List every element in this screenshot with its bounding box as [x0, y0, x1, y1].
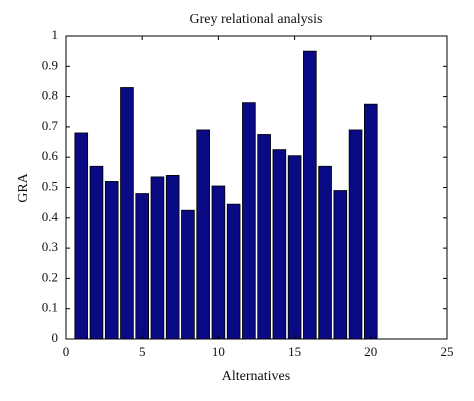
bar [135, 193, 150, 340]
plot-frame [65, 35, 448, 340]
bar [318, 165, 332, 340]
y-tick-label: 0.6 [42, 148, 59, 163]
chart-title: Grey relational analysis [190, 12, 323, 27]
bar [104, 181, 119, 340]
bar [257, 134, 271, 340]
bar [272, 149, 287, 340]
y-tick-label: 0.1 [42, 300, 58, 315]
y-tick-label: 0.8 [42, 88, 58, 103]
bar [363, 103, 378, 340]
x-tick-label: 15 [288, 344, 301, 359]
y-tick-label: 0.5 [42, 178, 58, 193]
bar [348, 129, 363, 340]
y-tick-label: 0.2 [42, 269, 58, 284]
x-tick-label: 5 [139, 344, 146, 359]
x-axis-label: Alternatives [222, 369, 290, 384]
y-tick-label: 0.4 [42, 209, 59, 224]
bar [211, 185, 226, 340]
bar [89, 165, 104, 340]
bar [333, 190, 348, 340]
bar [120, 87, 134, 340]
bar [242, 102, 256, 340]
x-tick-label: 0 [63, 344, 70, 359]
bar [226, 203, 241, 340]
bar [74, 132, 89, 340]
y-axis-label: GRA [16, 172, 31, 202]
y-tick-label: 1 [52, 27, 59, 42]
bar [150, 176, 165, 340]
bar [303, 50, 317, 340]
bar [181, 209, 195, 340]
y-tick-label: 0.9 [42, 57, 58, 72]
x-tick-label: 25 [441, 344, 454, 359]
bar [165, 174, 180, 340]
y-tick-label: 0.3 [42, 239, 58, 254]
bar [196, 129, 210, 340]
y-tick-label: 0.7 [42, 118, 59, 133]
x-tick-label: 10 [212, 344, 225, 359]
y-tick-label: 0 [52, 330, 59, 345]
bar [287, 155, 302, 340]
x-tick-label: 20 [364, 344, 377, 359]
